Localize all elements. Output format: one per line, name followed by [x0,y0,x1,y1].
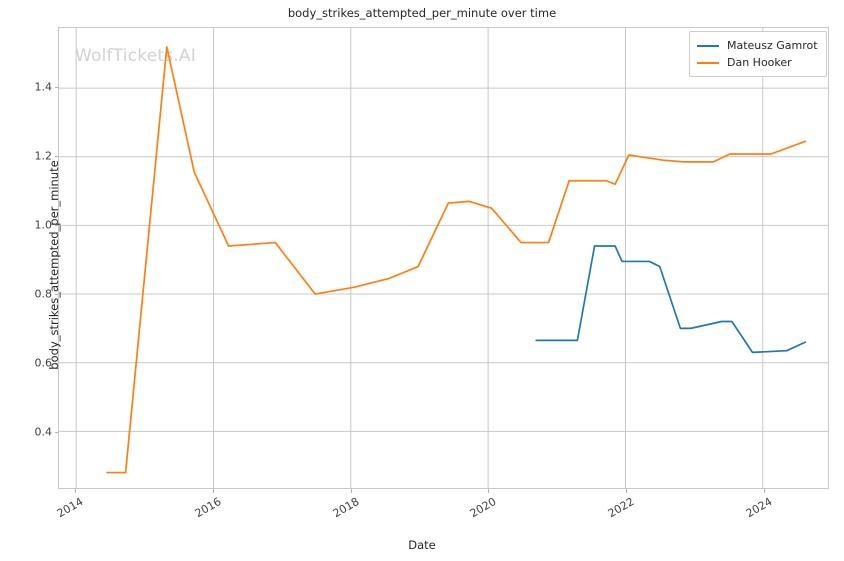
x-tick-mark [488,489,490,493]
x-tick-mark [350,489,352,493]
legend-entry[interactable]: Dan Hooker [697,54,818,71]
series-line [535,245,807,354]
series-line [106,46,807,474]
plot-area: WolfTickets.AI [58,27,829,489]
x-axis-label: Date [408,538,436,552]
series-lines [106,46,807,474]
y-tick-label: 1.4 [34,80,53,94]
x-tick-mark [763,489,765,493]
y-tick-mark [54,432,58,434]
chart-legend: Mateusz Gamrot Dan Hooker [689,31,827,77]
y-tick-mark [54,87,58,89]
legend-swatch-icon [697,61,719,64]
x-tick-label: 2014 [54,495,86,521]
y-tick-mark [54,225,58,227]
x-tick-mark [212,489,214,493]
legend-swatch-icon [697,44,719,47]
x-tick-mark [75,489,77,493]
y-tick-mark [54,156,58,158]
x-tick-label: 2024 [743,495,775,521]
x-tick-mark [625,489,627,493]
y-axis-label: body_strikes_attempted_per_minute [47,160,61,370]
legend-label: Dan Hooker [727,56,792,69]
legend-label: Mateusz Gamrot [727,39,818,52]
x-tick-label: 2016 [192,495,224,521]
x-tick-label: 2018 [330,495,362,521]
legend-entry[interactable]: Mateusz Gamrot [697,37,818,54]
y-tick-label: 0.6 [34,356,53,370]
x-tick-label: 2020 [467,495,499,521]
y-tick-mark [54,363,58,365]
y-tick-label: 0.4 [34,425,53,439]
y-tick-mark [54,294,58,296]
y-tick-label: 1.2 [34,149,53,163]
y-tick-label: 1.0 [34,218,53,232]
chart-title: body_strikes_attempted_per_minute over t… [287,6,557,20]
grid-lines [59,28,828,488]
y-tick-label: 0.8 [34,287,53,301]
x-tick-label: 2022 [605,495,637,521]
